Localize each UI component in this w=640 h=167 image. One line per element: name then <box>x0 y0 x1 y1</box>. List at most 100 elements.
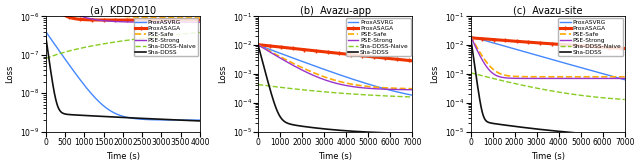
PSE-Safe <box>175 17 182 19</box>
PSE-Safe <box>344 82 351 84</box>
ProxASAGA <box>408 60 416 62</box>
ProxASAGA <box>264 45 271 47</box>
Sha-DDSS-Naive <box>408 96 416 98</box>
ProxASVRG <box>408 94 416 96</box>
Line: Sha-DDSS-Naive: Sha-DDSS-Naive <box>470 73 625 100</box>
PSE-Safe <box>408 88 416 90</box>
Title: (c)  Avazu-site: (c) Avazu-site <box>513 6 582 16</box>
PSE-Strong <box>584 77 591 79</box>
PSE-Safe <box>353 84 360 86</box>
Sha-DDSS-Naive <box>353 93 360 95</box>
Sha-DDSS-Naive <box>621 99 628 101</box>
X-axis label: Time (s): Time (s) <box>106 152 140 161</box>
ProxASVRG <box>600 73 607 75</box>
Sha-DDSS <box>565 131 573 133</box>
Line: Sha-DDSS-Naive: Sha-DDSS-Naive <box>258 85 412 97</box>
Sha-DDSS <box>353 130 360 132</box>
PSE-Safe <box>371 86 379 88</box>
Legend: ProxASVRG, ProxASAGA, PSE-Safe, PSE-Strong, Sha-DDSS-Naive, Sha-DDSS: ProxASVRG, ProxASAGA, PSE-Safe, PSE-Stro… <box>134 18 198 56</box>
Line: PSE-Strong: PSE-Strong <box>45 0 200 22</box>
ProxASVRG <box>621 79 628 81</box>
ProxASVRG <box>556 61 564 63</box>
Sha-DDSS-Naive <box>42 57 49 59</box>
Sha-DDSS-Naive <box>600 97 607 99</box>
Sha-DDSS <box>408 133 416 135</box>
Sha-DDSS <box>344 130 351 132</box>
ProxASVRG <box>387 89 395 91</box>
ProxASAGA <box>353 54 360 56</box>
PSE-Strong <box>621 77 628 79</box>
PSE-Safe <box>476 51 484 53</box>
PSE-Strong <box>51 1 59 3</box>
Y-axis label: Loss: Loss <box>430 65 440 83</box>
Line: ProxASVRG: ProxASVRG <box>258 45 412 95</box>
Line: Sha-DDSS: Sha-DDSS <box>45 36 200 121</box>
X-axis label: Time (s): Time (s) <box>531 152 564 161</box>
Sha-DDSS <box>254 44 262 46</box>
Sha-DDSS <box>348 130 356 132</box>
Sha-DDSS <box>175 119 182 121</box>
Sha-DDSS-Naive <box>348 93 356 95</box>
PSE-Strong <box>348 86 356 88</box>
Legend: ProxASVRG, ProxASAGA, PSE-Safe, PSE-Strong, Sha-DDSS-Naive, Sha-DDSS: ProxASVRG, ProxASAGA, PSE-Safe, PSE-Stro… <box>559 18 623 56</box>
Sha-DDSS-Naive <box>264 85 271 87</box>
ProxASAGA <box>196 19 204 21</box>
PSE-Strong <box>175 21 182 23</box>
ProxASAGA <box>175 19 182 21</box>
ProxASVRG <box>140 118 148 120</box>
ProxASVRG <box>51 44 59 46</box>
Sha-DDSS <box>264 79 271 81</box>
ProxASVRG <box>175 119 182 121</box>
Sha-DDSS <box>584 133 591 135</box>
PSE-Safe <box>584 76 591 78</box>
Sha-DDSS <box>140 117 148 119</box>
Sha-DDSS <box>476 100 484 102</box>
Sha-DDSS <box>371 131 379 133</box>
PSE-Strong <box>131 21 139 23</box>
Sha-DDSS-Naive <box>584 95 591 97</box>
Line: ProxASAGA: ProxASAGA <box>468 35 627 51</box>
Line: ProxASAGA: ProxASAGA <box>44 0 202 23</box>
Sha-DDSS <box>387 132 395 134</box>
Y-axis label: Loss: Loss <box>6 65 15 83</box>
Sha-DDSS-Naive <box>51 54 59 56</box>
Line: Sha-DDSS: Sha-DDSS <box>470 36 625 136</box>
Sha-DDSS-Naive <box>140 37 148 39</box>
ProxASAGA <box>371 56 379 58</box>
Sha-DDSS <box>159 118 166 120</box>
PSE-Safe <box>196 17 204 19</box>
PSE-Strong <box>353 86 360 88</box>
PSE-Safe <box>254 44 262 46</box>
Sha-DDSS-Naive <box>556 91 564 93</box>
Line: Sha-DDSS: Sha-DDSS <box>258 45 412 134</box>
ProxASVRG <box>560 62 568 64</box>
Sha-DDSS <box>560 131 568 133</box>
ProxASVRG <box>264 48 271 50</box>
ProxASAGA <box>584 45 591 47</box>
ProxASAGA <box>51 7 59 9</box>
Sha-DDSS-Naive <box>159 35 166 37</box>
ProxASAGA <box>387 58 395 60</box>
Sha-DDSS <box>196 120 204 122</box>
PSE-Strong <box>476 55 484 57</box>
ProxASAGA <box>254 44 262 46</box>
PSE-Strong <box>254 44 262 46</box>
Line: PSE-Safe: PSE-Safe <box>258 45 412 89</box>
PSE-Strong <box>371 88 379 90</box>
ProxASVRG <box>159 119 166 121</box>
ProxASVRG <box>348 78 356 80</box>
ProxASVRG <box>196 119 204 121</box>
ProxASAGA <box>467 37 474 39</box>
PSE-Strong <box>408 89 416 91</box>
PSE-Safe <box>387 87 395 89</box>
PSE-Strong <box>344 85 351 87</box>
Line: PSE-Strong: PSE-Strong <box>258 45 412 90</box>
PSE-Safe <box>159 17 166 19</box>
ProxASAGA <box>621 47 628 49</box>
PSE-Strong <box>196 21 204 23</box>
Sha-DDSS <box>51 96 59 98</box>
Sha-DDSS-Naive <box>387 95 395 97</box>
ProxASVRG <box>467 35 474 37</box>
ProxASVRG <box>565 63 573 65</box>
ProxASAGA <box>159 19 166 21</box>
